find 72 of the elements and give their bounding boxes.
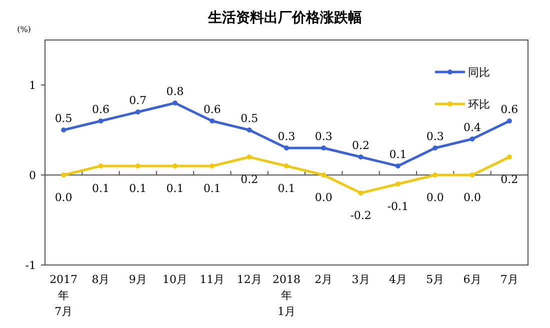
data-label: 0.1 [129,182,147,195]
point [98,118,104,124]
data-label: 0.1 [166,182,184,195]
data-label: -0.1 [387,200,409,213]
point [432,146,438,150]
data-label: -0.2 [350,209,372,222]
point [172,100,178,106]
data-label: 0.1 [278,182,296,195]
data-label: 0.2 [352,139,370,152]
point [470,172,475,178]
data-label: 0.4 [464,121,482,134]
point [432,172,438,178]
x-tick-label: 12月 [236,273,262,286]
data-label: 0.6 [500,103,518,116]
point [395,164,400,168]
x-tick-label: 11月 [200,273,225,286]
data-label: 0.8 [166,85,184,98]
point [246,128,252,132]
point [358,154,364,160]
y-axis-title: (%) [17,25,31,34]
data-label: 0.2 [240,173,258,186]
data-label: 0.0 [314,191,332,204]
point [470,136,475,142]
data-label: 0.5 [54,112,72,125]
point [61,172,66,178]
x-tick-label: 10月 [162,273,188,286]
legend-label: 同比 [468,66,490,79]
point [321,146,326,150]
x-tick-label: 5月 [426,273,444,286]
point [246,154,252,160]
y-tick-label: 1 [29,79,36,92]
x-tick-label: 2月 [314,273,333,286]
point [135,164,140,168]
data-label: 0.7 [129,94,147,107]
x-tick-label: 4月 [388,273,407,286]
data-label: 0.2 [500,173,518,186]
point [395,182,400,186]
data-label: 0.3 [314,130,332,143]
x-tick-label: 2018 年 1月 [272,273,300,318]
data-label: 0.0 [426,191,444,204]
point [61,128,66,132]
x-tick-label: 6月 [463,273,482,286]
data-label: 0.6 [92,103,110,116]
point [506,118,512,124]
data-label: 0.5 [240,112,258,125]
point [172,164,178,168]
data-label: 0.0 [464,191,482,204]
point [284,146,289,150]
data-label: 0.1 [203,182,221,195]
point [506,154,512,160]
data-label: 0.1 [92,182,110,195]
data-label: 0.3 [278,130,296,143]
data-label: 0.1 [389,148,407,161]
point [210,118,215,124]
y-tick-label: 0 [29,169,36,182]
x-tick-label: 3月 [352,273,370,286]
x-tick-label: 8月 [92,273,110,286]
chart-title: 生活资料出厂价格涨跌幅 [207,10,362,26]
y-tick-label: -1 [25,259,36,272]
point [135,110,140,114]
data-label: 0.6 [203,103,221,116]
point [321,172,326,178]
point [284,164,289,168]
point [98,164,104,168]
point [210,164,215,168]
data-label: 0.3 [426,130,444,143]
x-tick-label: 7月 [500,273,518,286]
x-tick-label: 2017 年 7月 [50,273,78,318]
x-tick-label: 9月 [128,273,147,286]
data-label: 0.0 [54,191,72,204]
legend-label: 环比 [468,98,490,111]
point [358,190,364,196]
